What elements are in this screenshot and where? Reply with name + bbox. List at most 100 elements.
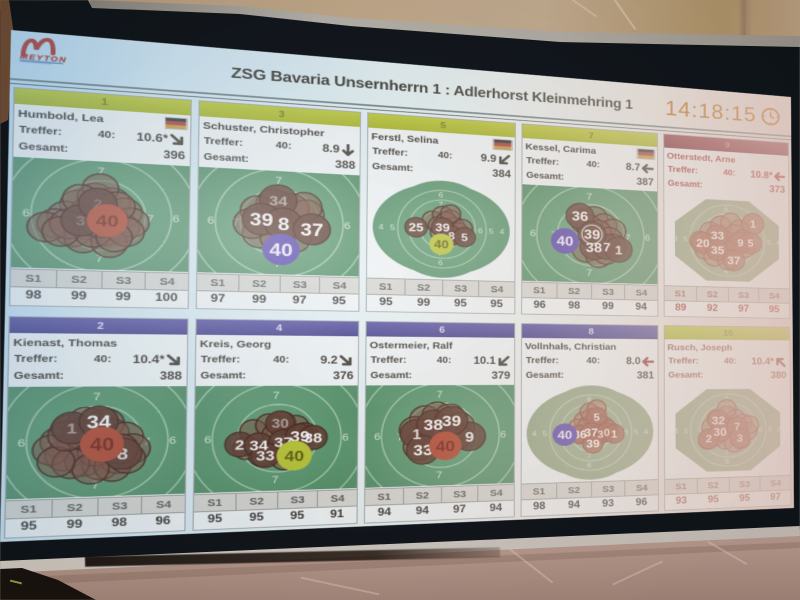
svg-text:7: 7 [603,240,611,254]
svg-text:5: 5 [489,228,494,237]
svg-text:7: 7 [96,252,104,264]
svg-text:6: 6 [438,259,443,268]
svg-text:7: 7 [143,436,151,448]
svg-text:1: 1 [615,243,623,257]
svg-text:9: 9 [465,429,474,445]
svg-text:39: 39 [584,227,600,243]
svg-text:34: 34 [269,193,288,209]
svg-text:5: 5 [543,430,548,439]
svg-text:6: 6 [172,213,179,225]
svg-text:7: 7 [586,267,592,278]
svg-text:6: 6 [344,220,351,231]
svg-text:40: 40 [434,239,449,252]
svg-text:36: 36 [572,209,589,225]
svg-text:7: 7 [551,230,557,241]
svg-text:1: 1 [66,420,77,437]
svg-text:37: 37 [584,427,597,439]
svg-text:3: 3 [76,214,86,229]
svg-text:7: 7 [438,201,443,210]
svg-text:5: 5 [768,426,772,434]
svg-text:33: 33 [256,448,275,464]
svg-text:39: 39 [250,209,274,230]
svg-text:7: 7 [436,389,442,400]
svg-text:6: 6 [22,207,30,219]
svg-text:7: 7 [147,213,154,225]
svg-text:7: 7 [438,249,443,258]
svg-text:7: 7 [272,474,279,486]
svg-text:1: 1 [750,219,756,231]
svg-text:39: 39 [435,222,450,235]
svg-text:2: 2 [235,437,245,453]
svg-text:5: 5 [684,427,688,435]
svg-text:39: 39 [586,438,599,450]
svg-text:39: 39 [290,428,310,445]
svg-text:7: 7 [724,259,728,267]
svg-text:6: 6 [500,429,506,440]
svg-text:5: 5 [634,428,638,436]
svg-text:36: 36 [573,429,587,441]
svg-text:6: 6 [624,428,628,436]
svg-text:7: 7 [321,220,328,232]
svg-text:40: 40 [269,240,293,260]
svg-text:7: 7 [93,391,101,403]
svg-text:7: 7 [274,258,281,270]
svg-text:33: 33 [413,442,433,459]
svg-text:35: 35 [711,244,725,257]
svg-text:6: 6 [759,426,763,434]
svg-text:30: 30 [713,426,727,439]
svg-text:20: 20 [696,237,710,250]
svg-text:5: 5 [461,231,468,243]
svg-text:3: 3 [597,429,604,440]
svg-text:7: 7 [587,452,591,460]
svg-text:7: 7 [397,432,404,443]
svg-text:2: 2 [706,434,712,446]
svg-text:4: 4 [532,430,537,439]
svg-text:7: 7 [725,404,729,412]
svg-text:5: 5 [390,223,395,232]
svg-text:30: 30 [272,417,290,431]
svg-text:7: 7 [275,175,282,187]
svg-text:1: 1 [611,428,618,439]
svg-text:38: 38 [304,430,322,446]
svg-text:4: 4 [500,228,505,237]
svg-text:5: 5 [683,236,687,244]
svg-text:6: 6 [207,214,214,226]
svg-text:8: 8 [278,214,290,234]
svg-text:40: 40 [90,436,115,456]
svg-text:7: 7 [97,165,105,177]
svg-text:4: 4 [777,426,781,434]
svg-text:7: 7 [734,422,740,434]
svg-text:4: 4 [674,427,679,435]
svg-text:8: 8 [448,230,455,242]
svg-text:40: 40 [284,448,304,465]
svg-text:4: 4 [674,235,679,243]
svg-text:38: 38 [586,240,602,256]
svg-text:5: 5 [594,412,601,423]
svg-text:3: 3 [737,433,743,445]
svg-text:34: 34 [249,437,268,453]
svg-text:7: 7 [91,479,99,491]
svg-text:1: 1 [412,426,421,442]
svg-text:7: 7 [724,214,728,222]
svg-text:6: 6 [374,431,381,442]
svg-text:37: 37 [300,220,323,240]
svg-text:5: 5 [767,239,771,247]
svg-text:39: 39 [442,413,461,430]
svg-text:6: 6 [17,437,25,450]
svg-text:6: 6 [587,462,591,470]
svg-text:7: 7 [232,216,239,228]
svg-text:6: 6 [204,434,211,446]
svg-text:6: 6 [342,432,349,443]
svg-text:37: 37 [727,255,740,268]
svg-text:33: 33 [711,230,725,243]
svg-text:7: 7 [318,433,325,445]
svg-text:6: 6 [724,206,728,214]
svg-text:7: 7 [587,405,591,413]
svg-text:34: 34 [86,413,111,432]
svg-text:7: 7 [273,390,280,402]
svg-text:40: 40 [436,438,455,455]
svg-text:4: 4 [776,239,780,247]
svg-text:6: 6 [587,396,591,404]
svg-text:9: 9 [737,238,743,250]
svg-text:6: 6 [478,227,483,236]
